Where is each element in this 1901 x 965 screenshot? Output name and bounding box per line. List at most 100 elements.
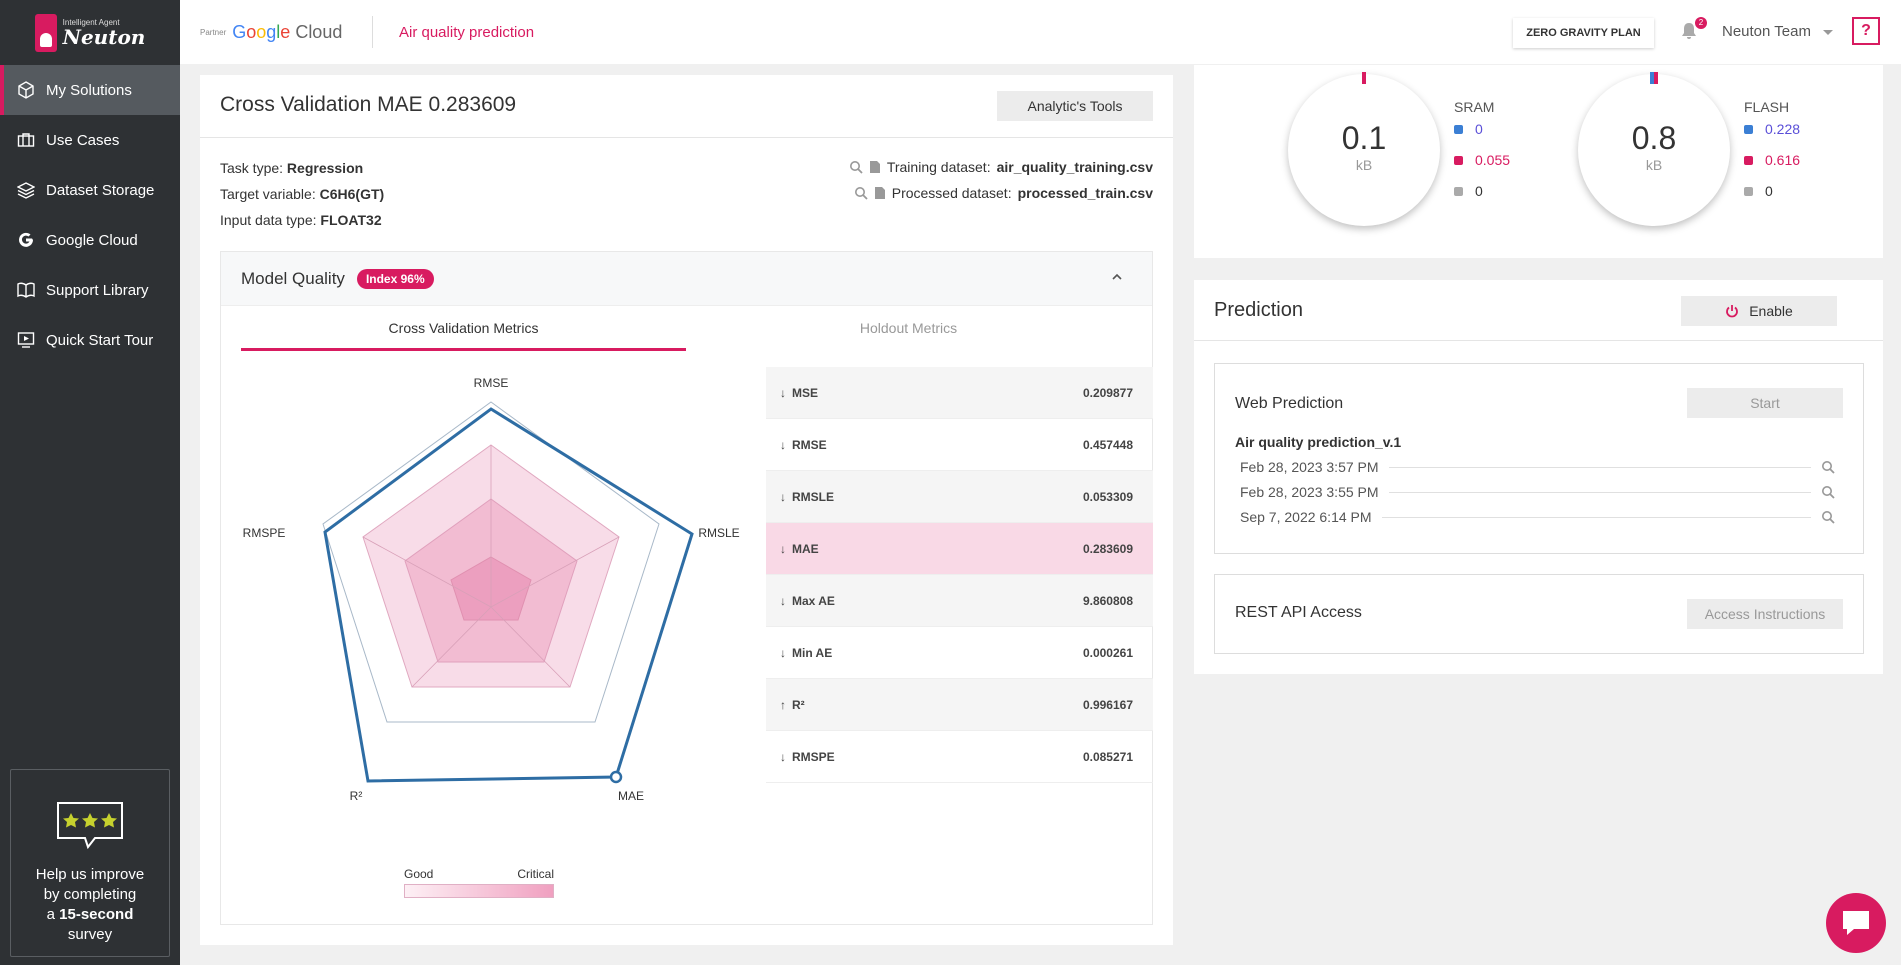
rest-api-title: REST API Access [1235, 604, 1362, 621]
logo-mark-icon [34, 13, 57, 52]
sidebar-item-my-solutions[interactable]: My Solutions [0, 65, 180, 115]
logo-subtitle: Intelligent Agent [62, 17, 120, 27]
table-row: ↓ RMSE 0.457448 [766, 419, 1153, 471]
flash-value: 0.8 [1631, 120, 1677, 156]
table-row-highlighted: ↓ MAE 0.283609 [766, 523, 1153, 575]
search-icon[interactable] [1821, 510, 1835, 524]
tab-cross-validation-metrics[interactable]: Cross Validation Metrics [241, 320, 686, 351]
solution-summary-card: Cross Validation MAE 0.283609 Analytic's… [200, 75, 1173, 945]
bell-icon[interactable] [1678, 20, 1700, 42]
prediction-card: Prediction Enable Web Prediction Start A… [1194, 280, 1883, 674]
breadcrumb[interactable]: Air quality prediction [399, 24, 535, 41]
access-instructions-button[interactable]: Access Instructions [1687, 599, 1843, 629]
sram-unit: kB [1355, 157, 1373, 173]
analytics-tools-button[interactable]: Analytic's Tools [997, 91, 1153, 121]
legend-critical-label: Critical [517, 867, 554, 881]
model-quality-header[interactable]: Model Quality Index 96% [221, 252, 1152, 306]
sidebar-item-label: Support Library [46, 281, 149, 299]
flash-unit: kB [1645, 157, 1663, 173]
rest-api-panel: REST API Access Access Instructions [1214, 574, 1864, 654]
radar-axis-label-rmsle: RMSLE [698, 526, 739, 540]
sram-item-grey: 0 [1454, 183, 1483, 199]
plan-button[interactable]: ZERO GRAVITY PLAN [1513, 18, 1654, 48]
quality-legend: Good Critical [404, 867, 554, 898]
survey-panel[interactable]: Help us improve by completing a 15-secon… [10, 769, 170, 957]
target-variable: Target variable: C6H6(GT) [220, 186, 385, 202]
model-quality-panel: Model Quality Index 96% Cross Validation… [220, 251, 1153, 925]
presentation-icon [16, 330, 36, 350]
flash-gauge-marker-blue [1650, 72, 1654, 84]
sram-gauge: 0.1 kB [1288, 72, 1440, 226]
sidebar-item-label: Use Cases [46, 131, 120, 149]
search-icon[interactable] [1821, 485, 1835, 499]
sidebar-item-use-cases[interactable]: Use Cases [0, 115, 180, 165]
enable-button[interactable]: Enable [1681, 296, 1837, 326]
list-item: Feb 28, 2023 3:57 PM [1240, 459, 1835, 475]
flash-label: FLASH [1744, 99, 1790, 115]
sidebar: Intelligent Agent Neuton My Solutions Us… [0, 0, 180, 965]
caret-down-icon [1823, 29, 1834, 35]
radar-chart: RMSE RMSLE MAE R² RMSPE [243, 376, 740, 803]
metrics-table: ↓ MSE 0.209877 ↓ RMSE 0.457448 ↓ RMSLE 0.05330… [766, 367, 1153, 783]
table-row: ↑ R² 0.996167 [766, 679, 1153, 731]
flash-gauge: 0.8 kB [1578, 72, 1730, 226]
sidebar-item-support-library[interactable]: Support Library [0, 265, 180, 315]
flash-item-grey: 0 [1744, 183, 1773, 199]
sram-item-pink: 0.055 [1454, 152, 1510, 168]
legend-good-label: Good [404, 867, 434, 881]
radar-axis-label-r2: R² [350, 789, 363, 803]
survey-text: Help us improve by completing a 15-secon… [35, 866, 145, 943]
divider [372, 16, 373, 48]
memory-usage-card: 0.1 kB SRAM 0 0.055 0 0.8 kB FLASH 0.228… [1194, 65, 1883, 258]
search-icon[interactable] [1821, 460, 1835, 474]
model-version-name: Air quality prediction_v.1 [1235, 434, 1402, 450]
file-icon[interactable] [874, 186, 886, 200]
sidebar-item-label: Google Cloud [46, 231, 138, 249]
tab-holdout-metrics[interactable]: Holdout Metrics [859, 320, 958, 336]
sram-value: 0.1 [1341, 120, 1387, 156]
table-row: ↓ Min AE 0.000261 [766, 627, 1153, 679]
sidebar-item-dataset-storage[interactable]: Dataset Storage [0, 165, 180, 215]
user-menu[interactable]: Neuton Team [1722, 23, 1834, 40]
sidebar-item-quick-start-tour[interactable]: Quick Start Tour [0, 315, 180, 365]
search-icon[interactable] [854, 186, 868, 200]
chat-button[interactable] [1826, 893, 1886, 953]
chevron-up-icon[interactable] [1110, 270, 1124, 284]
list-item: Sep 7, 2022 6:14 PM [1240, 509, 1835, 525]
cube-icon [16, 80, 36, 100]
radar-spokes [362, 445, 620, 688]
table-row: ↓ MSE 0.209877 [766, 367, 1153, 419]
search-icon[interactable] [849, 160, 863, 174]
divider [1194, 340, 1883, 341]
briefcase-icon [16, 130, 36, 150]
sidebar-item-label: Quick Start Tour [46, 331, 154, 349]
sram-gauge-marker [1362, 72, 1366, 84]
flash-item-pink: 0.616 [1744, 152, 1800, 168]
prediction-title: Prediction [1214, 299, 1303, 321]
input-data-type: Input data type: FLOAT32 [220, 212, 382, 228]
help-button[interactable]: ? [1852, 17, 1880, 45]
web-prediction-title: Web Prediction [1235, 395, 1344, 412]
legend-gradient [404, 884, 554, 898]
radar-selected-point[interactable] [609, 770, 623, 784]
sidebar-item-label: My Solutions [46, 81, 132, 99]
quality-index-badge: Index 96% [356, 268, 434, 289]
web-prediction-panel: Web Prediction Start Air quality predict… [1214, 363, 1864, 554]
start-button[interactable]: Start [1687, 388, 1843, 418]
file-icon[interactable] [869, 160, 881, 174]
google-cloud-partner-logo: Partner Google Cloud [200, 22, 343, 42]
table-row: ↓ Max AE 9.860808 [766, 575, 1153, 627]
sram-label: SRAM [1454, 99, 1495, 115]
training-dataset: Training dataset: air_quality_training.c… [849, 159, 1153, 175]
processed-dataset: Processed dataset: processed_train.csv [854, 185, 1153, 201]
divider [200, 137, 1173, 138]
sram-item-blue: 0 [1454, 121, 1483, 137]
flash-item-blue: 0.228 [1744, 121, 1800, 137]
radar-axis-label-rmspe: RMSPE [243, 526, 286, 540]
list-item: Feb 28, 2023 3:55 PM [1240, 484, 1835, 500]
logo[interactable]: Intelligent Agent Neuton [0, 0, 180, 65]
google-icon [16, 230, 36, 250]
logo-name: Neuton [62, 24, 146, 49]
flash-gauge-marker-pink [1654, 72, 1658, 84]
sidebar-item-google-cloud[interactable]: Google Cloud [0, 215, 180, 265]
